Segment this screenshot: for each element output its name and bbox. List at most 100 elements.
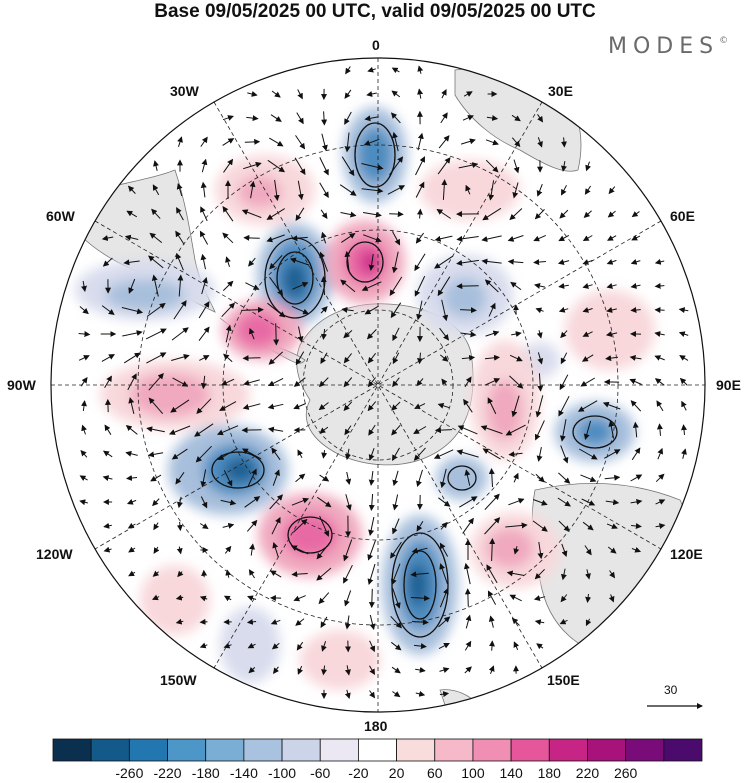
wind-arrow: [340, 211, 357, 218]
wind-arrow: [657, 447, 664, 460]
meridian-label-30w: 30W: [170, 83, 199, 99]
map-title: Base 09/05/2025 00 UTC, valid 09/05/2025…: [154, 1, 596, 22]
wind-arrow: [248, 327, 255, 340]
wind-arrow: [488, 640, 495, 651]
wind-arrow: [507, 235, 524, 242]
wind-arrow: [582, 235, 593, 242]
wind-arrow: [175, 618, 184, 625]
wind-arrow: [246, 519, 258, 532]
wind-arrow: [560, 352, 568, 365]
wind-arrow: [456, 283, 479, 290]
wind-arrow: [101, 305, 115, 315]
wind-arrow: [391, 251, 399, 274]
wind-arrow: [389, 211, 404, 218]
wind-arrow: [292, 282, 309, 290]
wind-arrow: [271, 447, 281, 461]
wind-arrow: [128, 570, 136, 577]
wind-arrow: [295, 351, 305, 366]
wind-arrow: [319, 515, 330, 537]
wind-arrow: [344, 689, 351, 700]
wind-arrow: [247, 642, 256, 649]
wind-arrow: [410, 595, 430, 602]
wind-arrow: [582, 283, 593, 289]
wind-arrow: [679, 377, 688, 386]
wind-arrow: [219, 401, 237, 411]
wind-arrow: [272, 541, 279, 558]
wind-arrow: [537, 137, 543, 148]
wind-arrow: [630, 400, 642, 412]
anomaly-field: [75, 107, 655, 690]
brand-mark: ©: [719, 36, 729, 46]
wind-arrow: [390, 541, 402, 559]
colorbar-tick-label: -180: [192, 765, 220, 781]
wind-arrow: [416, 469, 423, 488]
colorbar-tick-label: 220: [576, 765, 600, 781]
colorbar-tick-label: -260: [115, 765, 143, 781]
wind-arrow: [319, 182, 329, 199]
wind-arrow: [316, 567, 332, 581]
wind-arrow: [80, 449, 88, 458]
wind-arrow: [655, 523, 666, 530]
wind-arrow: [582, 307, 593, 313]
wind-arrow: [321, 133, 328, 152]
wind-arrow: [439, 587, 449, 608]
wind-arrow: [291, 571, 308, 578]
wind-arrow: [681, 400, 687, 411]
wind-arrow: [200, 253, 207, 270]
wind-arrow: [389, 276, 403, 296]
wind-arrow: [293, 595, 306, 602]
wind-arrow: [536, 643, 544, 650]
wind-arrow: [463, 398, 473, 413]
wind-arrow: [153, 160, 159, 172]
wind-arrow: [146, 426, 165, 433]
wind-arrow: [605, 355, 618, 362]
wind-arrow: [457, 425, 478, 435]
meridian-label-60w: 60W: [46, 208, 75, 224]
wind-arrow: [583, 210, 592, 218]
wind-arrow: [220, 378, 235, 386]
wind-arrow: [128, 546, 136, 553]
colorbar-swatch: [90, 738, 130, 762]
wind-arrow: [343, 539, 353, 562]
meridian-label-30e: 30E: [548, 83, 573, 99]
wind-arrow: [485, 139, 499, 146]
wind-arrow: [266, 234, 285, 243]
wind-arrow: [125, 424, 138, 435]
wind-arrow: [537, 541, 544, 560]
wind-arrow: [410, 571, 429, 578]
wind-arrow: [121, 307, 144, 315]
wind-arrow: [488, 302, 496, 317]
wind-arrow: [148, 397, 164, 415]
wind-arrow: [392, 494, 399, 511]
wind-arrow: [585, 618, 592, 627]
wind-arrow: [368, 448, 375, 461]
wind-arrow: [152, 498, 160, 507]
wind-arrow: [222, 115, 234, 121]
wind-arrow: [602, 401, 621, 410]
wind-arrow: [391, 67, 400, 74]
wind-arrow: [177, 570, 184, 578]
wind-arrow: [341, 156, 355, 177]
wind-arrow: [273, 666, 279, 675]
wind-arrow: [269, 570, 282, 578]
wind-arrow: [389, 156, 404, 176]
wind-arrow: [153, 546, 160, 554]
wind-arrow: [656, 400, 664, 412]
wind-arrow: [367, 352, 376, 364]
wind-arrow: [368, 588, 375, 609]
wind-arrow: [535, 473, 545, 483]
wind-arrow: [630, 258, 641, 265]
wind-arrow: [199, 523, 209, 530]
wind-arrow: [125, 450, 138, 457]
wind-arrow: [415, 232, 425, 244]
colorbar-swatch: [625, 738, 665, 762]
meridian-label-120e: 120E: [670, 546, 703, 562]
wind-arrow: [509, 594, 522, 602]
wind-arrow: [460, 307, 477, 314]
wind-arrow: [488, 180, 495, 201]
wind-arrow: [367, 401, 377, 412]
wind-arrow: [268, 377, 284, 387]
wind-arrow: [151, 208, 161, 219]
wind-arrow: [339, 184, 357, 196]
